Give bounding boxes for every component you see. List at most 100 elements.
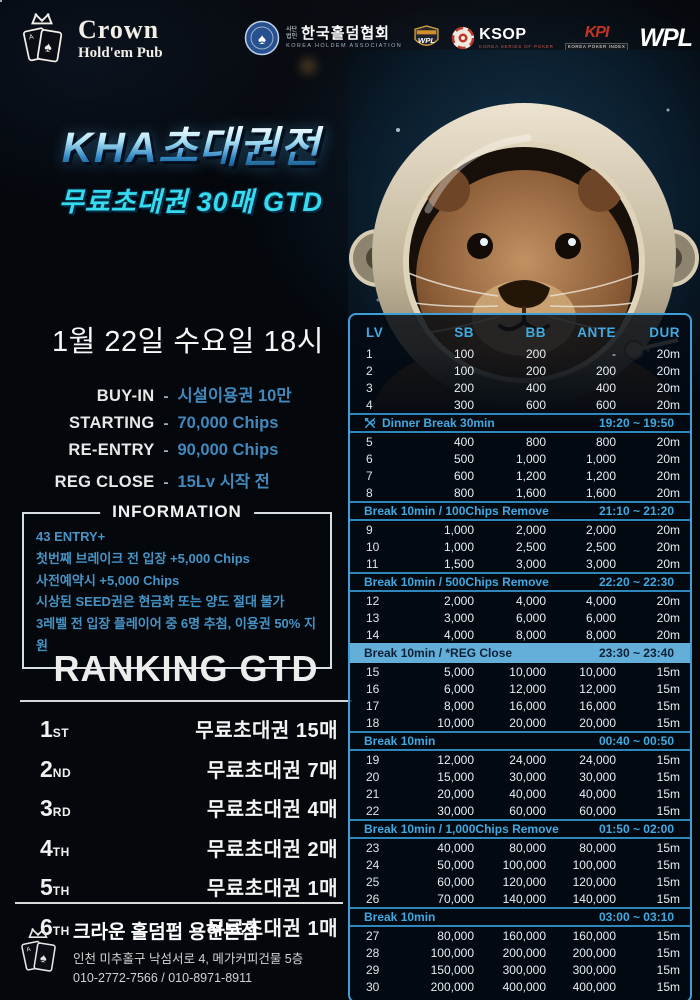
ante-cell: 10,000 xyxy=(579,664,616,679)
sb-cell: 20,000 xyxy=(437,786,474,801)
ranking-rows: 1ST 무료초대권 15매 2ND 무료초대권 7매 3RD 무료초대권 4매 4TH 무료초… xyxy=(8,714,364,941)
rank-suffix: TH xyxy=(52,844,70,859)
rank-prize: 무료초대권 1매 xyxy=(206,878,338,900)
break-label: Break 10min / 100Chips Remove xyxy=(364,504,549,518)
column-header: BB xyxy=(525,324,546,340)
rank-suffix: ND xyxy=(52,765,72,780)
sb-cell: 6,000 xyxy=(443,681,474,696)
level-row: 13 3,000 6,000 6,000 20m xyxy=(350,609,690,626)
sb-cell: 200,000 xyxy=(430,979,474,994)
ante-cell: 4,000 xyxy=(585,593,616,608)
dur-cell: 20m xyxy=(656,380,680,395)
column-header: LV xyxy=(366,324,384,340)
bb-cell: 40,000 xyxy=(509,786,546,801)
rank-prize: 무료초대권 1매 xyxy=(206,917,338,940)
kha-name-kr: 한국홀덤협회 xyxy=(301,25,390,43)
partner-logo-strip: ♠ 사단 법인 한국홀덤협회 KOREA HOLDEM ASSOCIATION … xyxy=(244,20,693,56)
kpi-label: KPI xyxy=(584,23,610,41)
lv-cell: 18 xyxy=(366,715,380,730)
dur-cell: 20m xyxy=(656,363,680,378)
lv-cell: 20 xyxy=(366,769,380,784)
sb-cell: 100 xyxy=(453,363,474,378)
ante-cell: 100,000 xyxy=(572,857,616,872)
lv-cell: 2 xyxy=(366,363,373,378)
level-row: 23 40,000 80,000 80,000 15m xyxy=(350,839,690,856)
spec-dash: - xyxy=(163,442,169,459)
level-row: 27 80,000 160,000 160,000 15m xyxy=(350,927,690,944)
break-row: Break 10min / 1,000Chips Remove 01:50 ~ 0… xyxy=(350,819,690,839)
dur-cell: 20m xyxy=(656,522,680,537)
spec-dash: - xyxy=(163,415,169,432)
sb-cell: 30,000 xyxy=(437,803,474,818)
lv-cell: 10 xyxy=(366,539,380,554)
ante-cell: 600 xyxy=(595,397,616,412)
dur-cell: 15m xyxy=(656,752,680,767)
ranking-row: 4TH 무료초대권 2매 xyxy=(8,833,364,862)
lv-cell: 23 xyxy=(366,840,380,855)
spec-label: BUY-IN xyxy=(96,387,155,405)
break-row: Break 10min 00:40 ~ 00:50 xyxy=(350,731,690,751)
sb-cell: 70,000 xyxy=(437,891,474,906)
starfield-decoration xyxy=(0,0,2,2)
bb-cell: 200 xyxy=(525,363,546,378)
break-label-group: Break 10min xyxy=(364,734,435,748)
break-label: Break 10min / *REG Close xyxy=(364,646,513,660)
break-time: 03:00 ~ 03:10 xyxy=(598,910,674,924)
dur-cell: 15m xyxy=(656,840,680,855)
venue-footer: A ♠ 크라운 홀덤펍 용현본점 인천 미추홀구 낙섬서로 4, 메가커피건물 … xyxy=(15,902,343,985)
lv-cell: 16 xyxy=(366,681,380,696)
event-subtitle: 무료초대권 30매 GTD xyxy=(58,187,324,218)
spec-label: STARTING xyxy=(68,414,155,432)
ante-cell: 60,000 xyxy=(579,803,616,818)
bb-cell: 200 xyxy=(525,346,546,361)
ante-cell: 200 xyxy=(595,363,616,378)
dur-cell: 15m xyxy=(656,928,680,943)
level-row: 20 15,000 30,000 30,000 15m xyxy=(350,768,690,785)
column-header: DUR xyxy=(649,324,680,340)
break-row: Break 10min / 500Chips Remove 22:20 ~ 22:… xyxy=(350,572,690,592)
event-title: KHA초대권전 xyxy=(0,125,382,171)
lv-cell: 4 xyxy=(366,397,373,412)
svg-text:WPL: WPL xyxy=(418,36,436,45)
ante-cell: 2,000 xyxy=(585,522,616,537)
break-label-group: Break 10min / 1,000Chips Remove xyxy=(364,822,559,836)
dur-cell: 15m xyxy=(656,945,680,960)
dur-cell: 20m xyxy=(656,556,680,571)
ranking-row: 3RD 무료초대권 4매 xyxy=(8,793,364,822)
spec-label: REG CLOSE xyxy=(54,473,155,491)
rank-value: 6 xyxy=(40,913,53,940)
information-line: 첫번째 브레이크 전 입장 +5,000 Chips xyxy=(36,550,250,566)
dur-cell: 20m xyxy=(656,610,680,625)
spec-value: 시설이용권 10만 xyxy=(177,387,292,405)
bokeh-dot xyxy=(300,58,316,74)
bb-cell: 1,200 xyxy=(515,468,546,483)
ranking-row: 2ND 무료초대권 7매 xyxy=(8,754,364,783)
sb-cell: 5,000 xyxy=(443,664,474,679)
information-title: INFORMATION xyxy=(100,502,254,522)
rank-suffix: TH xyxy=(52,923,70,938)
lv-cell: 13 xyxy=(366,610,380,625)
bb-cell: 1,000 xyxy=(515,451,546,466)
bb-cell: 600 xyxy=(525,397,546,412)
dur-cell: 15m xyxy=(656,891,680,906)
break-row: Dinner Break 30min 19:20 ~ 19:50 xyxy=(350,413,690,433)
kha-badge-icon: ♠ xyxy=(244,20,280,56)
lv-cell: 26 xyxy=(366,891,380,906)
rank-value: 5 xyxy=(40,874,53,900)
lv-cell: 15 xyxy=(366,664,380,679)
dur-cell: 20m xyxy=(656,397,680,412)
sb-cell: 500 xyxy=(453,451,474,466)
ante-cell: 20,000 xyxy=(579,715,616,730)
ranking-row: 6TH 무료초대권 1매 xyxy=(8,912,364,941)
wpl-shield-icon: WPL xyxy=(414,24,439,46)
spec-label: RE-ENTRY xyxy=(68,441,155,459)
dur-cell: 15m xyxy=(656,803,680,818)
bb-cell: 160,000 xyxy=(502,928,546,943)
bb-cell: 120,000 xyxy=(502,874,546,889)
bb-cell: 24,000 xyxy=(509,752,546,767)
sb-cell: 60,000 xyxy=(437,874,474,889)
ksop-label: KSOP xyxy=(479,25,527,43)
title-block: KHA초대권전 무료초대권 30매 GTD xyxy=(0,125,382,219)
sb-cell: 10,000 xyxy=(437,715,474,730)
information-line: 시상된 SEED권은 현금화 또는 양도 절대 불가 xyxy=(36,594,285,610)
